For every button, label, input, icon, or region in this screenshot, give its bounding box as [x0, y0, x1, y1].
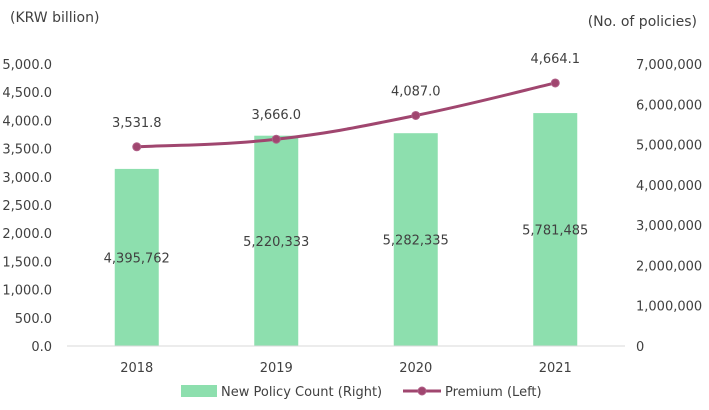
bar-data-label: 5,220,333: [243, 235, 309, 250]
left-axis-tick-label: 4,000.0: [2, 114, 52, 129]
left-axis-tick-label: 5,000.0: [2, 58, 52, 73]
line-point: [411, 110, 421, 120]
right-axis-tick-label: 4,000,000: [636, 179, 702, 194]
x-axis-tick-label: 2019: [260, 361, 293, 376]
line-data-label: 4,087.0: [391, 84, 441, 99]
x-axis-tick-label: 2018: [120, 361, 153, 376]
left-axis-tick-label: 1,000.0: [2, 284, 52, 299]
right-axis-tick-label: 7,000,000: [636, 58, 702, 73]
x-axis-tick-label: 2020: [399, 361, 432, 376]
bar: [114, 168, 159, 346]
left-axis-tick-label: 4,500.0: [2, 86, 52, 101]
right-axis: 0 1,000,000 2,000,000 3,000,000 4,000,000 5,0…: [636, 58, 702, 355]
bar-data-label: 4,395,762: [104, 251, 170, 266]
left-axis-tick-label: 3,500.0: [2, 143, 52, 158]
legend-bar-swatch: [181, 385, 217, 397]
bar: [533, 113, 578, 346]
right-axis-tick-label: 6,000,000: [636, 98, 702, 113]
left-axis-tick-label: 3,000.0: [2, 171, 52, 186]
x-axis-tick-label: 2021: [539, 361, 572, 376]
premium-line: [136, 81, 556, 149]
left-axis-tick-label: 2,500.0: [2, 199, 52, 214]
line-series: [132, 78, 560, 152]
right-axis-tick-label: 3,000,000: [636, 219, 702, 234]
bar-series: [114, 113, 578, 346]
right-axis-tick-label: 0: [636, 340, 644, 355]
line-point: [550, 78, 560, 88]
x-axis-tick-labels: 2018 2019 2020 2021: [120, 361, 572, 376]
line-point: [132, 142, 142, 152]
line-data-label: 3,666.0: [251, 108, 301, 123]
legend: New Policy Count (Right) Premium (Left): [181, 385, 542, 400]
legend-line-marker: [417, 386, 427, 396]
right-axis-tick-label: 1,000,000: [636, 300, 702, 315]
left-axis-tick-label: 1,500.0: [2, 255, 52, 270]
line-data-labels: 3,531.8 3,666.0 4,087.0 4,664.1: [112, 52, 580, 131]
bar-data-labels: 4,395,762 5,220,333 5,282,335 5,781,485: [104, 224, 589, 267]
right-axis-unit-label: (No. of policies): [588, 14, 697, 30]
line-point: [271, 134, 281, 144]
left-axis-tick-label: 0.0: [31, 340, 52, 355]
bar: [254, 135, 299, 346]
legend-line-label: Premium (Left): [445, 385, 542, 400]
bar-data-label: 5,282,335: [383, 234, 449, 249]
bar: [393, 133, 438, 346]
left-axis: 0.0 500.0 1,000.0 1,500.0 2,000.0 2,500.0 3,00…: [2, 58, 52, 355]
legend-bar-label: New Policy Count (Right): [221, 385, 382, 400]
bar-data-label: 5,781,485: [522, 224, 588, 239]
left-axis-tick-label: 2,000.0: [2, 227, 52, 242]
left-axis-unit-label: (KRW billion): [10, 10, 99, 26]
line-data-label: 4,664.1: [530, 52, 580, 67]
line-data-label: 3,531.8: [112, 116, 162, 131]
right-axis-tick-label: 2,000,000: [636, 259, 702, 274]
left-axis-tick-label: 500.0: [15, 312, 52, 327]
right-axis-tick-label: 5,000,000: [636, 139, 702, 154]
